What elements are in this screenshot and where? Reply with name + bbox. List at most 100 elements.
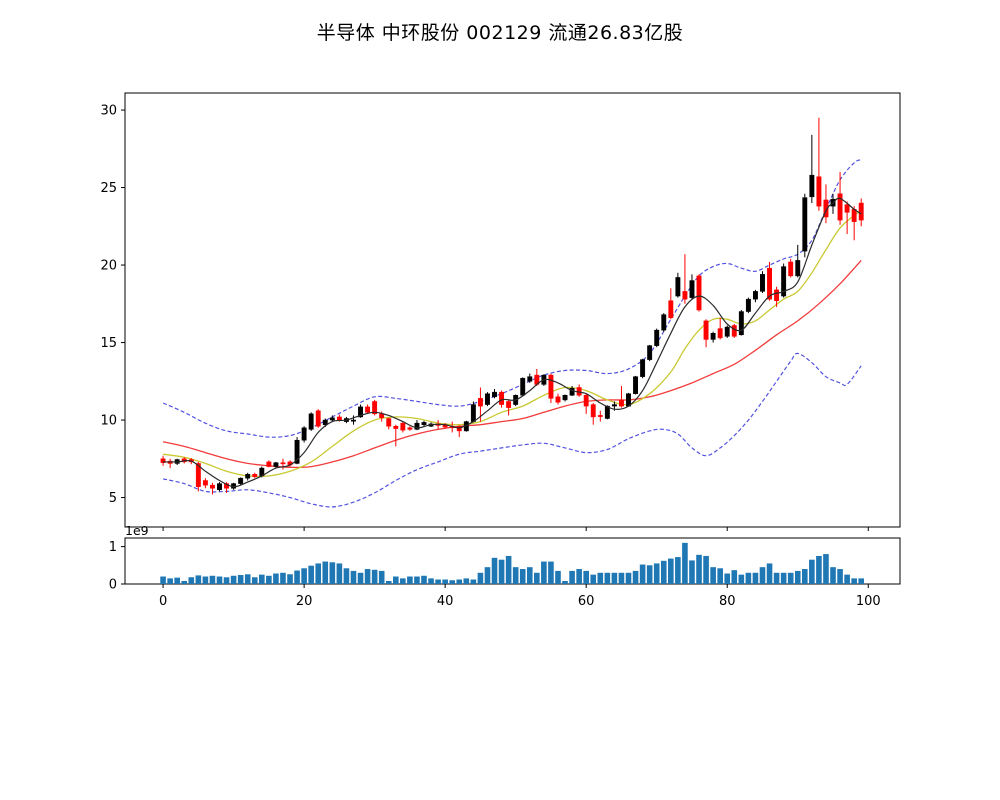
candle-body (372, 401, 378, 415)
volume-bar (689, 560, 695, 584)
volume-bar (604, 572, 611, 584)
volume-bar (491, 557, 498, 584)
candle-body (414, 422, 420, 430)
volume-bar (160, 576, 166, 584)
volume-bar (435, 579, 441, 584)
candle-body (421, 422, 427, 425)
candle-body (858, 202, 864, 221)
volume-bars-layer (160, 542, 865, 584)
volume-bar (858, 578, 865, 584)
candle-body (301, 427, 307, 441)
candle-body (816, 176, 822, 207)
volume-bar (259, 574, 265, 584)
x-tick-label: 0 (159, 594, 167, 609)
volume-bar (837, 569, 843, 584)
candle-body (767, 267, 772, 300)
volume-bar (618, 572, 625, 584)
volume-bar (414, 576, 420, 584)
volume-bar (287, 574, 293, 584)
candle-body (252, 474, 258, 477)
volume-bar (343, 568, 350, 584)
volume-bar (392, 576, 399, 584)
volume-bar (301, 568, 307, 584)
candle-body (386, 418, 392, 427)
candle-body (745, 298, 751, 312)
volume-bar (456, 579, 463, 584)
volume-bar (809, 559, 815, 584)
candle-body (717, 328, 723, 339)
volume-bar (244, 574, 251, 584)
volume-bar (696, 554, 702, 584)
candle-body (506, 401, 512, 408)
price-tick-label: 25 (100, 181, 117, 196)
price-y-axis: 5 10 15 20 25 30 (100, 104, 869, 531)
volume-bar (675, 557, 681, 584)
volume-bar (773, 572, 780, 584)
candle-body (527, 376, 533, 382)
volume-bar (710, 567, 716, 584)
volume-tick-label: 1 (109, 540, 117, 555)
candle-body (752, 291, 758, 300)
candle-body (358, 406, 363, 418)
volume-bar (357, 572, 364, 584)
volume-bar (731, 570, 738, 584)
volume-bar (555, 570, 561, 584)
candle-body (245, 474, 251, 479)
price-tick-label: 10 (100, 414, 117, 429)
volume-bar (583, 570, 589, 584)
volume-bar (230, 575, 237, 584)
candle-body (788, 261, 794, 277)
volume-bar (519, 569, 526, 584)
volume-bar (449, 580, 456, 584)
volume-bar (526, 567, 533, 584)
candle-body (611, 404, 617, 407)
candle-body (661, 314, 667, 331)
volume-bar (738, 574, 745, 584)
volume-bar (181, 581, 188, 584)
candle-body (626, 393, 631, 407)
candle-body (795, 260, 801, 277)
candle-body (393, 426, 399, 429)
volume-bar (428, 578, 434, 584)
volume-bar (562, 581, 568, 584)
candle-body (703, 320, 709, 340)
candle-body (294, 439, 300, 464)
candle-body (456, 426, 462, 432)
axes-borders (124, 92, 901, 585)
x-tick-label: 20 (296, 594, 313, 609)
volume-bar (717, 568, 723, 584)
candle-body (640, 359, 646, 377)
candle-body (844, 204, 850, 213)
volume-bar (597, 572, 604, 584)
candle-body (823, 199, 829, 218)
volume-bar (202, 576, 209, 584)
volume-bar (237, 575, 244, 584)
volume-bar (463, 578, 470, 584)
volume-bar (646, 565, 653, 584)
candle-body (647, 345, 653, 360)
volume-bar (336, 563, 343, 584)
candle-body (668, 300, 674, 319)
volume-bar (378, 570, 385, 584)
ma-fast-line (163, 197, 862, 488)
volume-bar (660, 560, 667, 584)
volume-bar (216, 576, 223, 584)
volume-bar (569, 570, 575, 584)
volume-bar (174, 577, 180, 584)
candle-body (682, 291, 688, 300)
candle-body (619, 399, 624, 407)
volume-scale-label: 1e9 (125, 523, 149, 538)
candle-body (379, 413, 385, 418)
candle-body (604, 405, 610, 419)
candle-body (802, 197, 808, 252)
bollinger-upper-line (162, 159, 862, 438)
volume-bar (668, 558, 674, 584)
volume-bar (385, 581, 392, 584)
volume-bar (266, 575, 272, 584)
volume-bar (223, 577, 230, 584)
candle-body (837, 193, 843, 221)
volume-bar (851, 578, 857, 584)
volume-bar (512, 567, 519, 584)
